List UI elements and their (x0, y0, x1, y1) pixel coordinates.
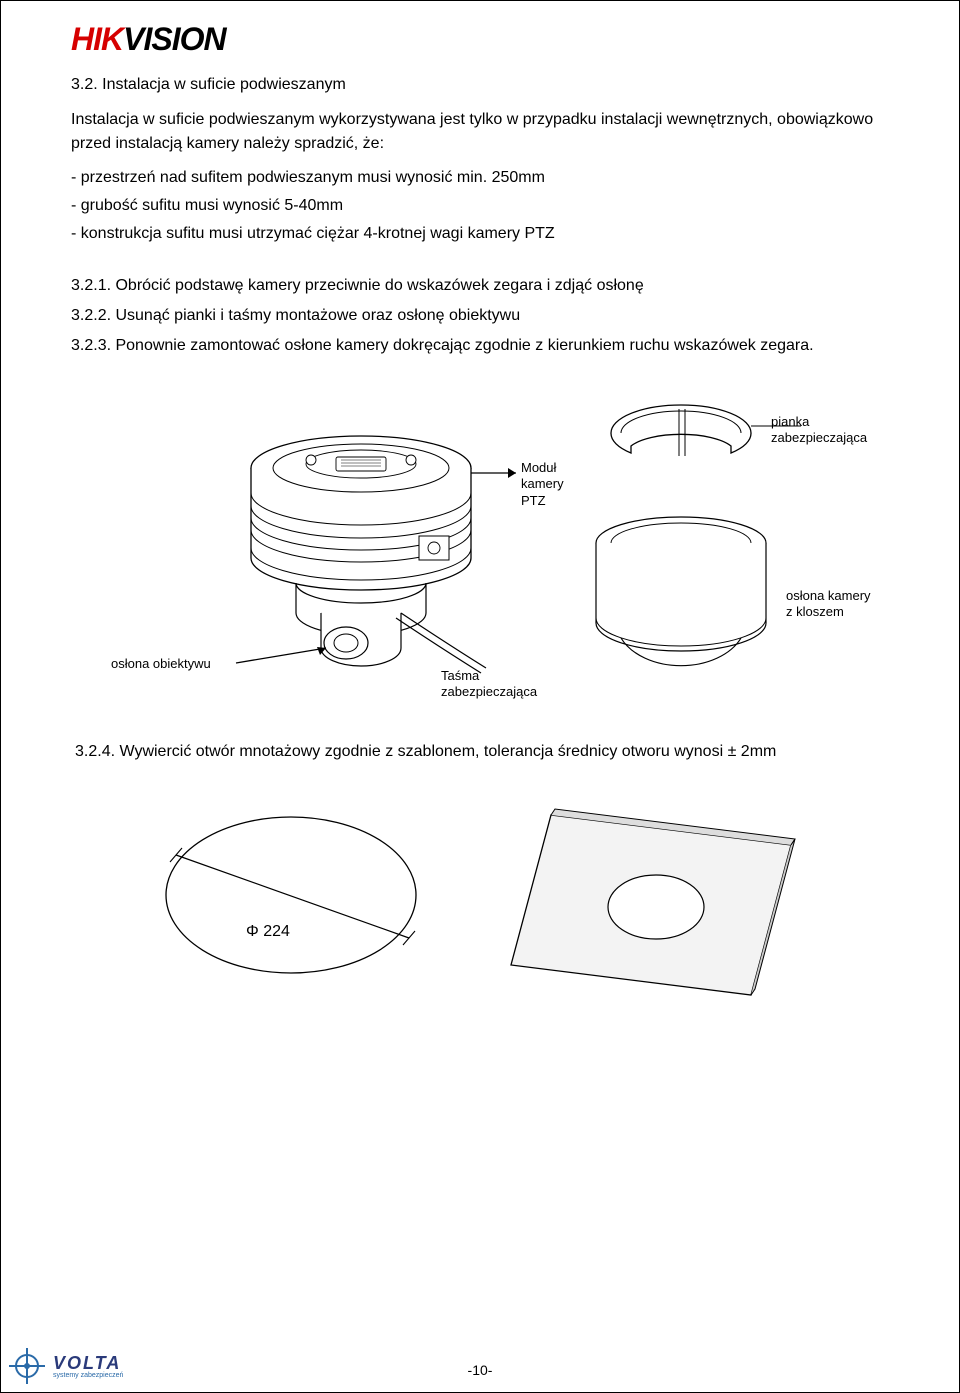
section-heading: 3.2. Instalacja w suficie podwieszanym (71, 76, 889, 94)
intro-paragraph: Instalacja w suficie podwieszanym wykorz… (71, 108, 889, 156)
bullet-2: - grubość sufitu musi wynosić 5-40mm (71, 194, 889, 218)
label-module: Moduł kamery PTZ (521, 460, 564, 509)
crosshair-icon (7, 1346, 47, 1386)
step-322: 3.2.2. Usunąć pianki i taśmy montażowe o… (71, 304, 889, 328)
volta-sub: systemy zabezpieczeń (53, 1372, 123, 1379)
bullet-1: - przestrzeń nad sufitem podwieszanym mu… (71, 166, 889, 190)
step-321: 3.2.1. Obrócić podstawę kamery przeciwni… (71, 274, 889, 298)
logo-part2: VISION (123, 21, 225, 57)
label-diameter: Φ 224 (246, 922, 290, 942)
bullet-3: - konstrukcja sufitu musi utrzymać cięża… (71, 222, 889, 246)
label-tape: Taśma zabezpieczająca (441, 668, 537, 701)
logo-part1: HIK (71, 21, 123, 57)
label-foam: pianka zabezpieczająca (771, 414, 889, 447)
volta-text: VOLTA systemy zabezpieczeń (53, 1353, 123, 1379)
volta-logo: VOLTA systemy zabezpieczeń (7, 1346, 123, 1386)
step-324: 3.2.4. Wywiercić otwór mnotażowy zgodnie… (71, 740, 889, 764)
label-lens-cover: osłona obiektywu (111, 656, 211, 672)
step-323: 3.2.3. Ponownie zamontować osłone kamery… (71, 334, 889, 358)
label-cover: osłona kamery z kloszem (786, 588, 871, 621)
page-number: -10- (1, 1362, 959, 1378)
volta-name: VOLTA (53, 1353, 123, 1374)
hikvision-logo: HIKVISION (71, 21, 889, 58)
template-svg (71, 780, 891, 1010)
diagram-camera-parts: pianka zabezpieczająca Moduł kamery PTZ … (71, 378, 889, 728)
diagram-template: Φ 224 (71, 780, 889, 1010)
